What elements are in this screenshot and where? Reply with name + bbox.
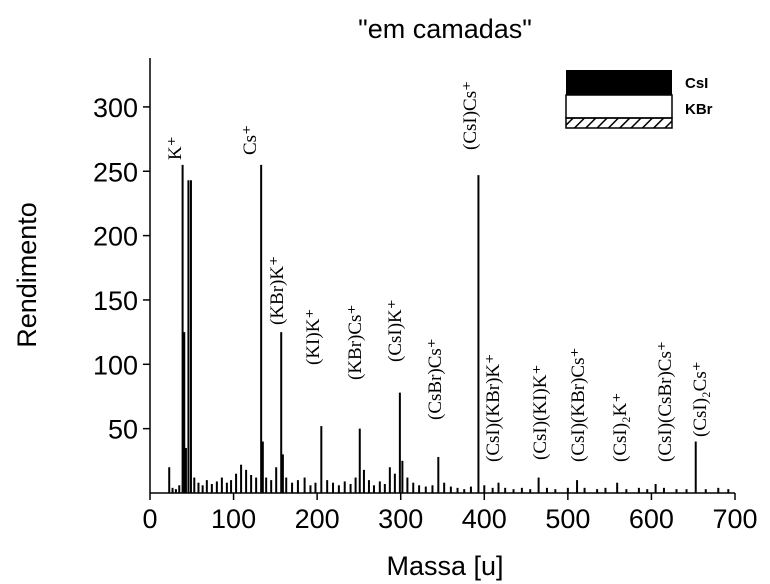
y-tick-label: 300 bbox=[93, 93, 138, 123]
x-tick-label: 100 bbox=[211, 504, 256, 534]
peak-annotation: (CsI)₂K⁺ bbox=[610, 393, 631, 462]
peak-annotation: (CsI)(CsBr)Cs⁺ bbox=[655, 341, 676, 462]
x-tick-label: 600 bbox=[629, 504, 674, 534]
peak-annotation: (CsI)(KI)K⁺ bbox=[530, 364, 551, 460]
csi-layer bbox=[566, 70, 672, 95]
x-tick-label: 400 bbox=[462, 504, 507, 534]
layer-legend: CsI KBr bbox=[565, 70, 713, 129]
x-tick-label: 500 bbox=[545, 504, 590, 534]
peak-annotation: (KBr)K⁺ bbox=[267, 256, 288, 325]
x-axis-label: Massa [u] bbox=[386, 551, 503, 581]
peak-annotation: (CsI)Cs⁺ bbox=[460, 81, 481, 150]
peak-annotation: (CsI)(KBr)K⁺ bbox=[483, 354, 504, 462]
y-tick-label: 150 bbox=[93, 286, 138, 316]
y-tick-label: 50 bbox=[108, 415, 138, 445]
x-tick-label: 300 bbox=[378, 504, 423, 534]
y-tick-label: 200 bbox=[93, 222, 138, 252]
substrate-layer bbox=[565, 117, 673, 129]
peak-annotation: (KBr)Cs⁺ bbox=[345, 305, 366, 380]
peak-annotation: (CsBr)Cs⁺ bbox=[425, 338, 446, 420]
legend-label: CsI bbox=[685, 75, 708, 92]
legend-label: KBr bbox=[685, 101, 713, 118]
peak-annotation: (KI)K⁺ bbox=[303, 309, 324, 365]
peak-annotation: (CsI)₂Cs⁺ bbox=[690, 361, 711, 437]
x-tick-label: 700 bbox=[712, 504, 757, 534]
y-tick-label: 250 bbox=[93, 157, 138, 187]
x-tick-label: 0 bbox=[142, 504, 157, 534]
peak-annotation: (CsI)(KBr)Cs⁺ bbox=[568, 347, 589, 462]
kbr-layer bbox=[565, 94, 673, 119]
chart-title: "em camadas" bbox=[358, 14, 532, 44]
x-tick-label: 200 bbox=[295, 504, 340, 534]
y-tick-label: 100 bbox=[93, 350, 138, 380]
peak-annotation: Cs⁺ bbox=[240, 125, 261, 155]
y-axis-label: Rendimento bbox=[12, 202, 42, 348]
peak-annotation: (CsI)K⁺ bbox=[385, 299, 406, 362]
peak-annotation: K⁺ bbox=[165, 136, 186, 160]
